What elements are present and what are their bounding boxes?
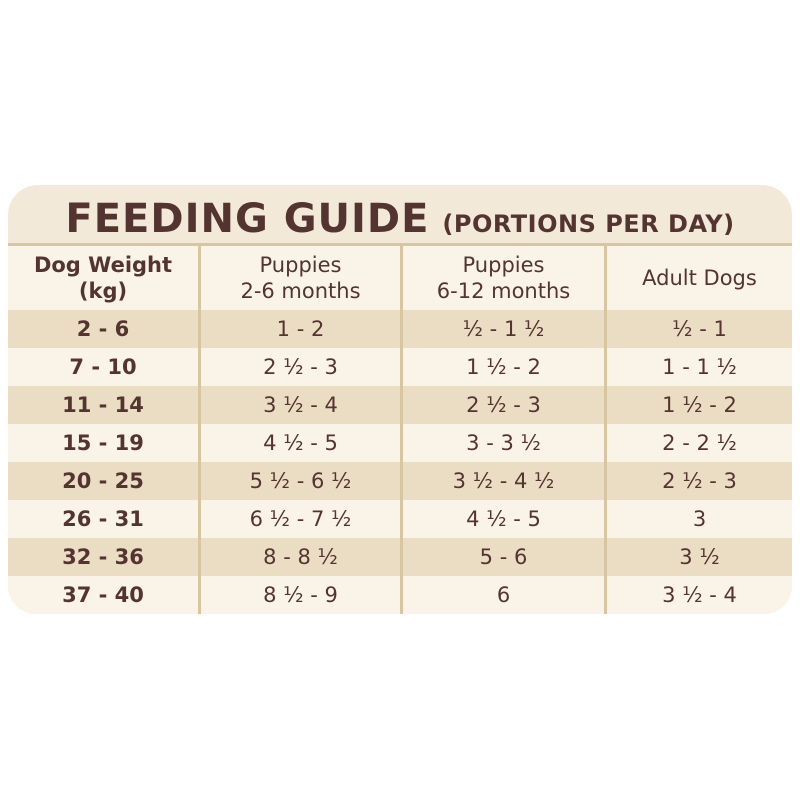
weight-cell: 26 - 31: [8, 500, 201, 538]
table-cell: 5 ½ - 6 ½: [201, 462, 403, 500]
table-row: 2 - 6 1 - 2 ½ - 1 ½ ½ - 1: [8, 310, 792, 348]
weight-cell: 2 - 6: [8, 310, 201, 348]
header-label: (kg): [78, 279, 128, 303]
table-cell: 2 ½ - 3: [201, 348, 403, 386]
table-cell: 4 ½ - 5: [201, 424, 403, 462]
header-label: Dog Weight: [33, 253, 173, 277]
table-row: 32 - 36 8 - 8 ½ 5 - 6 3 ½: [8, 538, 792, 576]
table-cell: 1 ½ - 2: [662, 393, 737, 417]
header-dog-weight: Dog Weight (kg): [8, 246, 201, 310]
header-puppies-2-6: Puppies 2-6 months: [201, 246, 403, 310]
table-cell: 2 ½ - 3: [403, 386, 607, 424]
table-row: 7 - 10 2 ½ - 3 1 ½ - 2 1 - 1 ½: [8, 348, 792, 386]
table-cell: 3: [692, 507, 707, 531]
weight-cell: 15 - 19: [8, 424, 201, 462]
table-cell: 8 ½ - 9: [201, 576, 403, 614]
table-cell: 2 ½ - 3: [662, 469, 737, 493]
weight-cell: 37 - 40: [8, 576, 201, 614]
table-row: 15 - 19 4 ½ - 5 3 - 3 ½ 2 - 2 ½: [8, 424, 792, 462]
weight-cell: 11 - 14: [8, 386, 201, 424]
table-cell: 3 ½ - 4: [662, 583, 737, 607]
table-cell: 3 ½: [679, 545, 720, 569]
header-label: Adult Dogs: [642, 266, 757, 290]
table-cell: 1 - 1 ½: [662, 355, 737, 379]
table-cell: 6 ½ - 7 ½: [201, 500, 403, 538]
table-row: 20 - 25 5 ½ - 6 ½ 3 ½ - 4 ½ 2 ½ - 3: [8, 462, 792, 500]
weight-cell: 20 - 25: [8, 462, 201, 500]
header-label: 2-6 months: [240, 279, 361, 303]
feeding-guide-card: FEEDING GUIDE (PORTIONS PER DAY) Dog Wei…: [8, 185, 792, 614]
table-row: 37 - 40 8 ½ - 9 6 3 ½ - 4: [8, 576, 792, 614]
table-cell: 3 ½ - 4: [201, 386, 403, 424]
table-cell: 8 - 8 ½: [201, 538, 403, 576]
feeding-table: Dog Weight (kg) Puppies 2-6 months Puppi…: [8, 243, 792, 614]
title-subtitle: (PORTIONS PER DAY): [442, 210, 735, 238]
weight-cell: 7 - 10: [8, 348, 201, 386]
table-row: 11 - 14 3 ½ - 4 2 ½ - 3 1 ½ - 2: [8, 386, 792, 424]
table-cell: 3 ½ - 4 ½: [403, 462, 607, 500]
header-adult-dogs: Adult Dogs: [607, 246, 792, 310]
header-label: Puppies: [259, 253, 342, 277]
table-cell: 5 - 6: [403, 538, 607, 576]
table-cell: ½ - 1: [672, 317, 727, 341]
table-cell: 2 - 2 ½: [662, 431, 737, 455]
table-cell: 6: [403, 576, 607, 614]
table-cell: 4 ½ - 5: [403, 500, 607, 538]
table-cell: ½ - 1 ½: [403, 310, 607, 348]
header-label: 6-12 months: [436, 279, 571, 303]
header-puppies-6-12: Puppies 6-12 months: [403, 246, 607, 310]
title-text: FEEDING GUIDE: [65, 196, 430, 242]
table-row: 26 - 31 6 ½ - 7 ½ 4 ½ - 5 3: [8, 500, 792, 538]
table-cell: 1 - 2: [201, 310, 403, 348]
table-cell: 3 - 3 ½: [403, 424, 607, 462]
feeding-guide-title: FEEDING GUIDE (PORTIONS PER DAY): [8, 185, 792, 243]
table-header-row: Dog Weight (kg) Puppies 2-6 months Puppi…: [8, 246, 792, 310]
weight-cell: 32 - 36: [8, 538, 201, 576]
header-label: Puppies: [462, 253, 545, 277]
table-cell: 1 ½ - 2: [403, 348, 607, 386]
